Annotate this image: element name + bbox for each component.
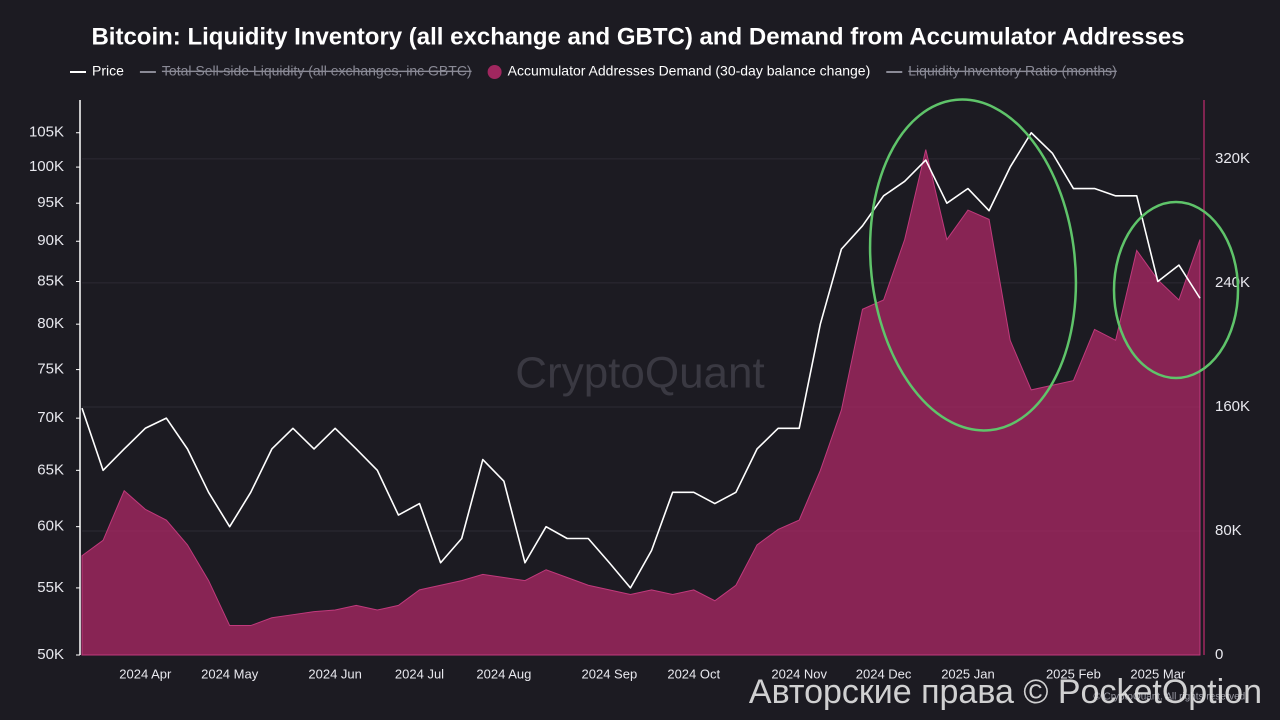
y-tick-label: 50K bbox=[37, 646, 64, 663]
copyright: © CryptoQuant. All rights reserved. bbox=[1093, 692, 1248, 703]
x-tick-label: 2024 Jul bbox=[395, 666, 444, 681]
x-tick-label: 2024 Oct bbox=[667, 666, 720, 681]
y-tick-label: 85K bbox=[37, 272, 64, 289]
chart-title: Bitcoin: Liquidity Inventory (all exchan… bbox=[91, 23, 1184, 50]
overlay-text: Авторские права © PocketOption bbox=[749, 673, 1262, 711]
x-tick-label: 2024 Sep bbox=[582, 666, 638, 681]
y-tick-label: 55K bbox=[37, 579, 64, 596]
legend-marker bbox=[487, 65, 502, 79]
y2-tick-label: 240K bbox=[1215, 274, 1250, 291]
y2-tick-label: 0 bbox=[1215, 646, 1223, 663]
highlight-ellipse bbox=[1112, 200, 1240, 380]
plot-area: 0 80K 160K 240K 320K 50K 55K 60K 65K 70K 75K 80K 85K… bbox=[29, 100, 1250, 681]
x-tick-label: 2024 Nov bbox=[771, 666, 827, 681]
y-tick-label: 60K bbox=[37, 518, 64, 535]
y2-tick-label: 320K bbox=[1215, 150, 1250, 167]
x-tick-label: 2024 Jun bbox=[308, 666, 362, 681]
x-tick-label: 2024 Apr bbox=[119, 666, 172, 681]
legend-label[interactable]: Price bbox=[92, 63, 124, 79]
x-tick-label: 2025 Mar bbox=[1130, 666, 1186, 681]
price-line bbox=[81, 131, 1201, 589]
y-tick-label: 70K bbox=[37, 409, 64, 426]
y2-tick-label: 160K bbox=[1215, 398, 1250, 415]
y-tick-label: 95K bbox=[37, 194, 64, 211]
y-tick-label: 75K bbox=[37, 361, 64, 378]
legend-label[interactable]: Liquidity Inventory Ratio (months) bbox=[908, 63, 1117, 79]
y-tick-label: 105K bbox=[29, 124, 64, 141]
y-tick-label: 100K bbox=[29, 158, 64, 175]
highlight-ellipse bbox=[868, 98, 1078, 432]
x-tick-label: 2025 Jan bbox=[941, 666, 995, 681]
legend-label[interactable]: Total Sell-side Liquidity (all exchanges… bbox=[162, 63, 472, 79]
demand-area bbox=[81, 149, 1201, 656]
x-tick-label: 2024 Dec bbox=[856, 666, 912, 681]
x-tick-label: 2025 Feb bbox=[1046, 666, 1101, 681]
legend-label[interactable]: Accumulator Addresses Demand (30-day bal… bbox=[508, 63, 871, 79]
y-tick-label: 80K bbox=[37, 315, 64, 332]
x-tick-label: 2024 May bbox=[201, 666, 259, 681]
watermark: CryptoQuant bbox=[515, 349, 764, 398]
y-tick-label: 90K bbox=[37, 232, 64, 249]
x-tick-label: 2024 Aug bbox=[476, 666, 531, 681]
y2-tick-label: 80K bbox=[1215, 522, 1242, 539]
y-tick-label: 65K bbox=[37, 461, 64, 478]
